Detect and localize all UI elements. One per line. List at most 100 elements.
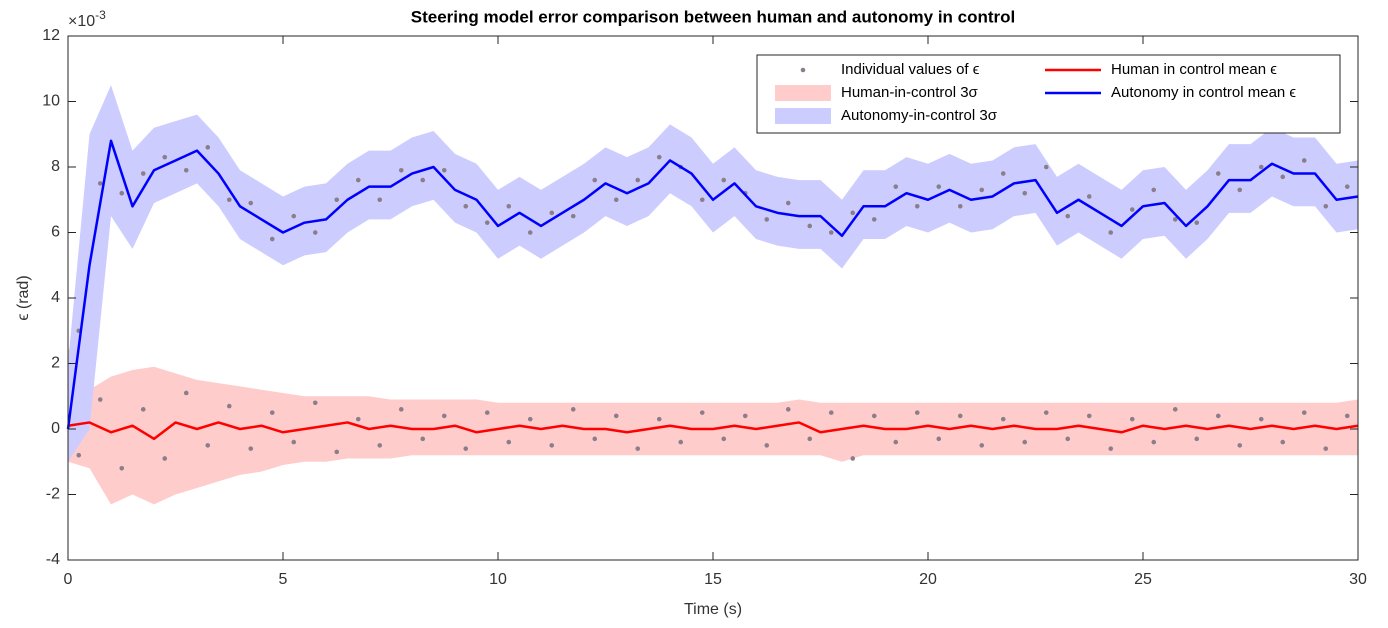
- legend-label: Autonomy in control mean ϵ: [1111, 84, 1296, 101]
- scatter-point: [807, 223, 813, 229]
- scatter-point: [742, 413, 748, 419]
- legend: Individual values of ϵ Human in control m…: [756, 54, 1341, 134]
- scatter-point: [463, 204, 469, 209]
- scatter-point: [420, 436, 426, 442]
- scatter-point: [441, 167, 447, 173]
- scatter-point: [334, 197, 340, 203]
- scatter-point: [635, 446, 641, 451]
- x-tick-label: 25: [1134, 571, 1152, 588]
- plot-area: [66, 85, 1359, 505]
- scatter-point: [871, 217, 877, 222]
- scatter-point: [613, 197, 619, 203]
- scatter-point: [1086, 194, 1092, 199]
- chart-title: Steering model error comparison between …: [411, 7, 1016, 26]
- y-axis-label: ϵ (rad): [15, 275, 32, 320]
- scatter-point: [527, 230, 533, 235]
- scatter-point: [613, 413, 619, 419]
- mean-line: [66, 139, 1359, 430]
- scatter-point: [635, 177, 641, 183]
- scatter-point: [871, 413, 877, 419]
- scatter-point: [355, 416, 361, 422]
- scatter-point: [291, 213, 297, 219]
- scatter-point: [1129, 416, 1135, 422]
- legend-swatch: [775, 108, 831, 124]
- x-tick-label: 20: [919, 571, 937, 588]
- scatter-point: [1323, 204, 1329, 209]
- scatter-point: [764, 443, 770, 448]
- y-multiplier-base: ×10: [68, 13, 95, 30]
- scatter-point: [1129, 207, 1135, 212]
- x-tick-label: 15: [704, 571, 722, 588]
- legend-label: Autonomy-in-control 3σ: [841, 107, 998, 124]
- scatter-point: [828, 410, 834, 415]
- scatter-point: [1108, 446, 1114, 451]
- scatter-point: [1172, 217, 1178, 222]
- scatter-point: [527, 416, 533, 422]
- scatter-point: [291, 439, 297, 445]
- y-multiplier-exponent: -3: [95, 8, 106, 22]
- scatter-point: [678, 439, 684, 445]
- scatter-point: [1172, 407, 1178, 412]
- scatter-point: [312, 230, 318, 235]
- scatter-point: [1043, 164, 1049, 170]
- scatter-point: [764, 217, 770, 222]
- scatter-point: [377, 443, 383, 448]
- scatter-point: [549, 210, 555, 216]
- scatter-point: [1215, 171, 1221, 176]
- scatter-point: [1301, 158, 1307, 163]
- scatter-point: [1301, 410, 1307, 415]
- legend-swatch: [800, 67, 806, 73]
- legend-label: Human in control mean ϵ: [1111, 61, 1277, 78]
- scatter-point: [1022, 439, 1028, 445]
- x-tick-label: 5: [279, 571, 288, 588]
- scatter-point: [1237, 187, 1243, 193]
- scatter-point: [893, 184, 899, 189]
- scatter-point: [119, 190, 125, 196]
- y-tick-label: 0: [51, 420, 60, 437]
- scatter-point: [334, 449, 340, 455]
- scatter-point: [699, 197, 705, 203]
- scatter-point: [312, 400, 318, 406]
- scatter-point: [1108, 230, 1114, 235]
- scatter-point: [1086, 413, 1092, 419]
- scatter-point: [355, 177, 361, 183]
- scatter-point: [785, 200, 791, 206]
- scatter-point: [699, 410, 705, 415]
- scatter-point: [721, 436, 727, 442]
- scatter-point: [162, 154, 168, 160]
- scatter-point: [162, 456, 168, 461]
- x-tick-label: 10: [489, 571, 507, 588]
- scatter-point: [936, 184, 942, 189]
- scatter-point: [549, 443, 555, 448]
- y-multiplier: ×10-3: [68, 8, 106, 30]
- scatter-point: [1280, 174, 1286, 180]
- scatter-point: [1323, 446, 1329, 451]
- scatter-point: [850, 210, 856, 216]
- y-tick-label: 10: [42, 93, 60, 110]
- legend-label: Human-in-control 3σ: [841, 84, 979, 101]
- scatter-point: [1237, 443, 1243, 448]
- scatter-point: [76, 452, 82, 458]
- scatter-point: [1022, 190, 1028, 196]
- scatter-point: [97, 397, 103, 402]
- scatter-point: [570, 407, 576, 412]
- scatter-point: [269, 410, 275, 415]
- scatter-point: [441, 413, 447, 419]
- scatter-point: [1194, 220, 1200, 225]
- scatter-point: [914, 410, 920, 415]
- scatter-point: [1000, 416, 1006, 422]
- scatter-point: [205, 145, 211, 150]
- mean-line: [67, 421, 1359, 441]
- scatter-point: [269, 236, 275, 242]
- scatter-point: [1215, 413, 1221, 419]
- scatter-point: [484, 410, 490, 415]
- y-tick-label: 6: [51, 224, 60, 241]
- scatter-point: [377, 197, 383, 203]
- scatter-point: [1065, 436, 1071, 442]
- scatter-point: [420, 177, 426, 183]
- x-tick-label: 30: [1349, 571, 1367, 588]
- legend-label: Individual values of ϵ: [841, 61, 980, 78]
- scatter-point: [398, 167, 404, 173]
- confidence-band: [68, 347, 1358, 505]
- scatter-point: [1344, 413, 1350, 419]
